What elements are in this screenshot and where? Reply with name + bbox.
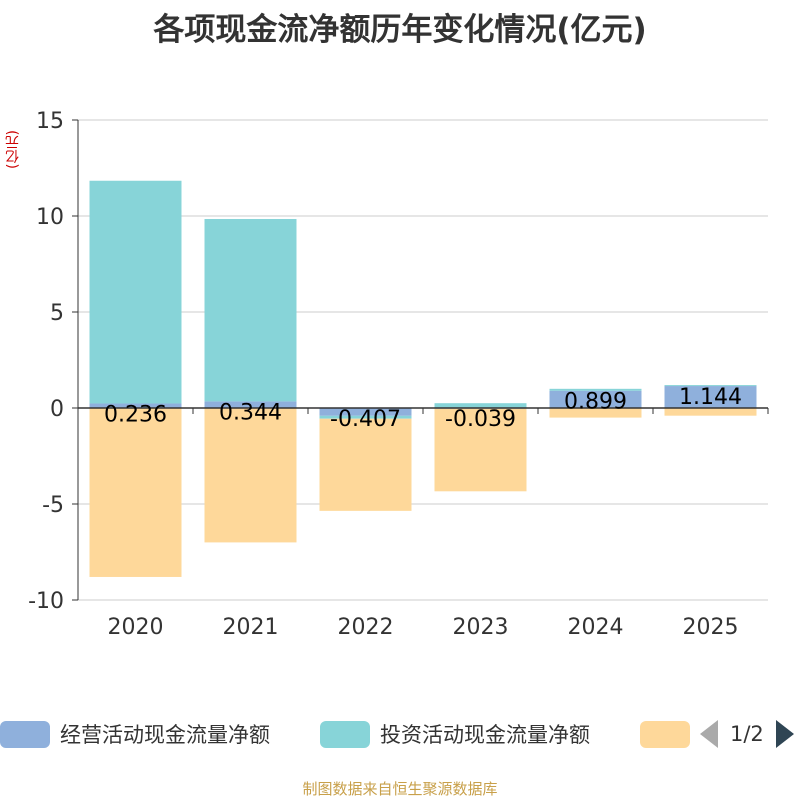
x-tick-label-2024: 2024 [568,615,624,640]
prev-page-icon[interactable] [700,720,718,748]
y-tick-label: 0 [50,397,64,422]
bar-investing-2023 [434,403,527,408]
y-tick-label: 15 [36,109,64,134]
legend-pager: 1/2 [700,716,794,752]
x-tick-label-2022: 2022 [338,615,394,640]
legend-swatch-operating [0,720,50,748]
x-tick-label-2020: 2020 [108,615,164,640]
data-label-operating-2020: 0.236 [104,402,167,427]
x-tick-label-2023: 2023 [453,615,509,640]
data-label-operating-2021: 0.344 [219,400,282,425]
legend-item-financing[interactable] [640,716,690,752]
bar-investing-2020 [89,180,182,404]
bar-investing-2021 [204,218,297,402]
bar-operating-2022 [319,408,412,416]
bar-investing-2025 [664,385,757,387]
data-label-operating-2023: -0.039 [445,407,516,432]
legend-swatch-investing [320,720,370,748]
legend-label-investing: 投资活动现金流量净额 [380,723,590,747]
bar-financing-2021 [204,408,297,543]
legend-item-investing[interactable]: 投资活动现金流量净额 [320,716,590,752]
bar-operating-2024 [549,390,642,408]
bar-investing-2022 [319,415,412,419]
legend-label-operating: 经营活动现金流量净额 [60,723,270,747]
bar-financing-2024 [549,408,642,418]
bar-financing-2022 [319,418,412,511]
chart-title: 各项现金流净额历年变化情况(亿元) [153,12,647,48]
data-label-operating-2024: 0.899 [564,390,627,415]
next-page-icon[interactable] [775,720,794,748]
legend-page-indicator: 1/2 [730,722,764,746]
x-tick-label-2021: 2021 [223,615,279,640]
bar-operating-2021 [204,401,297,408]
legend-swatch-financing [640,720,690,748]
data-label-operating-2025: 1.144 [679,385,742,410]
bar-financing-2023 [434,408,527,492]
bar-operating-2020 [89,403,182,408]
x-tick-label-2025: 2025 [683,615,739,640]
y-tick-label: -5 [42,493,64,518]
bar-operating-2025 [664,386,757,408]
bar-financing-2020 [89,408,182,577]
legend-item-operating[interactable]: 经营活动现金流量净额 [0,716,270,752]
bar-investing-2024 [549,388,642,391]
legend: 经营活动现金流量净额 投资活动现金流量净额 1/2 [0,716,800,756]
data-label-operating-2022: -0.407 [330,407,401,432]
y-tick-label: -10 [28,589,64,614]
data-source-note: 制图数据来自恒生聚源数据库 [302,780,498,798]
y-tick-label: 10 [36,205,64,230]
y-tick-label: 5 [50,301,64,326]
stacked-bar-chart: 15 10 5 0 -5 -10 0.236 0.344 -0.407 -0.039 0.899 1.… [28,109,769,640]
bar-financing-2025 [664,408,757,416]
